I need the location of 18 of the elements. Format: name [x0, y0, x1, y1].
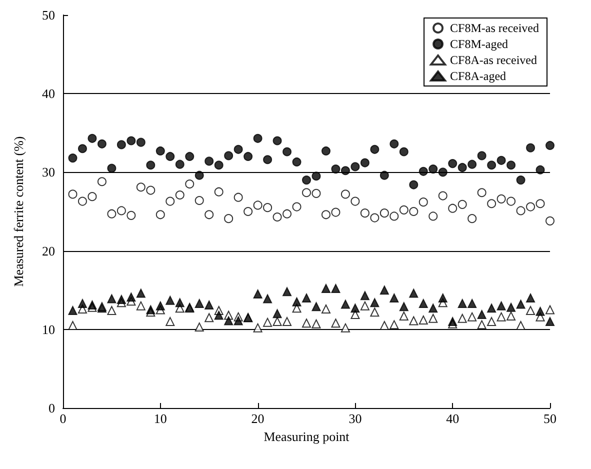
x-tick-label: 40	[446, 411, 460, 426]
legend-label: CF8M-aged	[450, 37, 508, 51]
y-tick-label: 10	[42, 322, 55, 337]
x-tick-label: 50	[544, 411, 556, 426]
y-tick-label: 0	[48, 400, 55, 416]
x-tick-label: 20	[251, 411, 264, 426]
y-tick-label: 40	[42, 86, 55, 102]
x-tick-label: 30	[348, 411, 362, 426]
y-tick-label: 50	[42, 8, 55, 22]
x-tick-label: 0	[60, 411, 66, 426]
y-axis-title: Measured ferrite content (%)	[11, 136, 26, 287]
x-tick-label: 10	[154, 411, 167, 426]
x-axis-title: Measuring point	[264, 428, 350, 444]
legend-label: CF8A-as received	[450, 53, 538, 67]
legend-label: CF8A-aged	[450, 69, 506, 83]
legend-label: CF8M-as received	[450, 21, 540, 35]
y-tick-label: 30	[42, 164, 55, 180]
y-tick-label: 20	[42, 243, 55, 258]
